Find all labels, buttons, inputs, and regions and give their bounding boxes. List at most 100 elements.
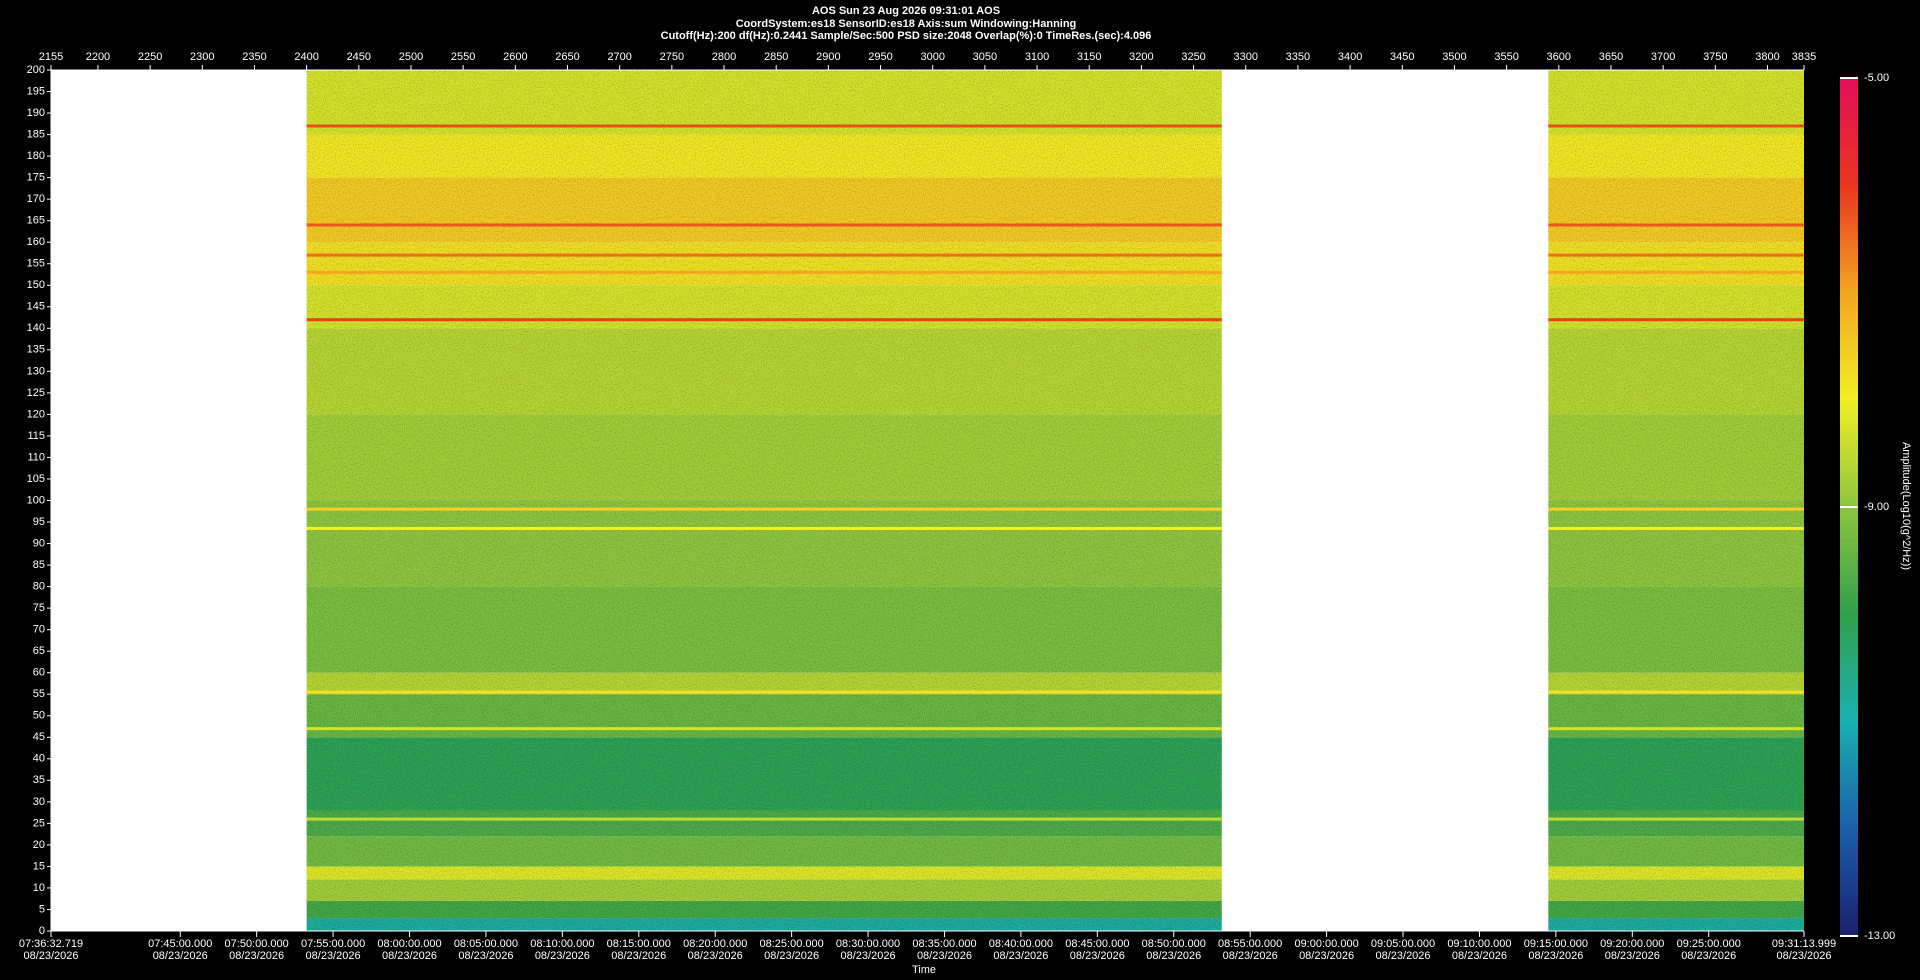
y-tick-label: 165	[27, 215, 45, 227]
spectral-line	[1548, 223, 1804, 227]
x-tick-label: 2350	[242, 51, 266, 63]
spectral-line	[1548, 253, 1804, 257]
x-tick-label: 2850	[764, 51, 788, 63]
colorbar-label: Amplitude(Log10(g^2/Hz))	[1900, 442, 1912, 570]
x-tick-label: 3350	[1286, 51, 1310, 63]
spectral-line	[306, 124, 1222, 128]
y-tick-label: 65	[33, 645, 45, 657]
spectral-line	[1548, 318, 1804, 322]
time-tick-label: 09:10:00.000	[1447, 938, 1511, 950]
x-tick-label: 2550	[451, 51, 475, 63]
x-tick-label: 3550	[1494, 51, 1518, 63]
time-tick-label: 08:05:00.000	[454, 938, 518, 950]
x-tick-label: 3200	[1129, 51, 1153, 63]
y-tick-label: 85	[33, 559, 45, 571]
spectral-line	[306, 690, 1222, 694]
x-tick-label: 3300	[1234, 51, 1258, 63]
time-tick-label: 08:10:00.000	[530, 938, 594, 950]
y-tick-label: 55	[33, 688, 45, 700]
x-tick-label: 2600	[503, 51, 527, 63]
x-tick-label: 3600	[1547, 51, 1571, 63]
time-tick-label: 08:30:00.000	[836, 938, 900, 950]
y-tick-label: 80	[33, 581, 45, 593]
spectral-line	[306, 817, 1222, 821]
x-tick-label: 2200	[86, 51, 110, 63]
spectral-line	[1548, 124, 1804, 128]
y-tick-label: 160	[27, 236, 45, 248]
noise-texture	[306, 70, 1222, 931]
noise-texture	[1548, 70, 1804, 931]
x-tick-label: 3800	[1755, 51, 1779, 63]
time-tick-label: 09:31:13.999	[1772, 938, 1836, 950]
time-tick-label: 08:20:00.000	[683, 938, 747, 950]
time-tick-date: 08/23/2026	[1452, 950, 1507, 962]
time-tick-date: 08/23/2026	[1528, 950, 1583, 962]
x-tick-label: 3400	[1338, 51, 1362, 63]
y-tick-label: 5	[39, 903, 45, 915]
x-tick-label: 2250	[138, 51, 162, 63]
spectral-line	[1548, 727, 1804, 731]
y-tick-label: 140	[27, 322, 45, 334]
x-tick-label: 2450	[347, 51, 371, 63]
x-tick-label: 3450	[1390, 51, 1414, 63]
time-tick-date: 08/23/2026	[229, 950, 284, 962]
spectral-line	[306, 270, 1222, 274]
header-line: CoordSystem:es18 SensorID:es18 Axis:sum …	[736, 18, 1077, 30]
x-tick-label: 2750	[660, 51, 684, 63]
x-tick-label: 3050	[973, 51, 997, 63]
y-tick-label: 105	[27, 473, 45, 485]
spectral-line	[1548, 690, 1804, 694]
time-tick-label: 09:00:00.000	[1294, 938, 1358, 950]
time-tick-label: 08:45:00.000	[1065, 938, 1129, 950]
time-tick-date: 08/23/2026	[535, 950, 590, 962]
y-tick-label: 170	[27, 193, 45, 205]
x-tick-label: 3700	[1651, 51, 1675, 63]
spectral-line	[1548, 817, 1804, 821]
y-tick-label: 15	[33, 860, 45, 872]
spectral-line	[1548, 526, 1804, 530]
y-tick-label: 35	[33, 774, 45, 786]
y-tick-label: 130	[27, 365, 45, 377]
time-tick-label: 09:25:00.000	[1677, 938, 1741, 950]
y-tick-label: 100	[27, 494, 45, 506]
time-tick-label: 08:15:00.000	[607, 938, 671, 950]
time-tick-date: 08/23/2026	[458, 950, 513, 962]
time-tick-date: 08/23/2026	[23, 950, 78, 962]
time-tick-date: 08/23/2026	[1605, 950, 1660, 962]
y-tick-label: 95	[33, 516, 45, 528]
spectral-line	[306, 223, 1222, 227]
x-tick-label: 2300	[190, 51, 214, 63]
spectral-line	[306, 727, 1222, 731]
spectral-line	[306, 507, 1222, 511]
spectral-line	[306, 318, 1222, 322]
x-tick-label: 3250	[1181, 51, 1205, 63]
time-tick-date: 08/23/2026	[1375, 950, 1430, 962]
y-tick-label: 120	[27, 408, 45, 420]
time-tick-date: 08/23/2026	[764, 950, 819, 962]
y-tick-label: 40	[33, 753, 45, 765]
x-tick-label: 2650	[555, 51, 579, 63]
time-tick-date: 08/23/2026	[688, 950, 743, 962]
plot	[306, 70, 1804, 931]
y-tick-label: 175	[27, 172, 45, 184]
y-tick-label: 50	[33, 710, 45, 722]
colorbar-tick-label: -9.00	[1864, 501, 1889, 513]
time-tick-date: 08/23/2026	[917, 950, 972, 962]
y-tick-label: 135	[27, 344, 45, 356]
y-tick-label: 150	[27, 279, 45, 291]
time-tick-label: 07:36:32.719	[19, 938, 83, 950]
time-tick-label: 07:50:00.000	[225, 938, 289, 950]
time-tick-label: 07:45:00.000	[148, 938, 212, 950]
y-tick-label: 190	[27, 107, 45, 119]
time-tick-date: 08/23/2026	[1070, 950, 1125, 962]
time-tick-date: 08/23/2026	[1681, 950, 1736, 962]
x-tick-label: 3100	[1025, 51, 1049, 63]
y-tick-label: 155	[27, 258, 45, 270]
y-tick-label: 60	[33, 667, 45, 679]
x-tick-label: 2400	[294, 51, 318, 63]
time-tick-label: 08:40:00.000	[989, 938, 1053, 950]
spectral-line	[306, 526, 1222, 530]
time-tick-label: 08:35:00.000	[912, 938, 976, 950]
y-tick-label: 0	[39, 925, 45, 937]
